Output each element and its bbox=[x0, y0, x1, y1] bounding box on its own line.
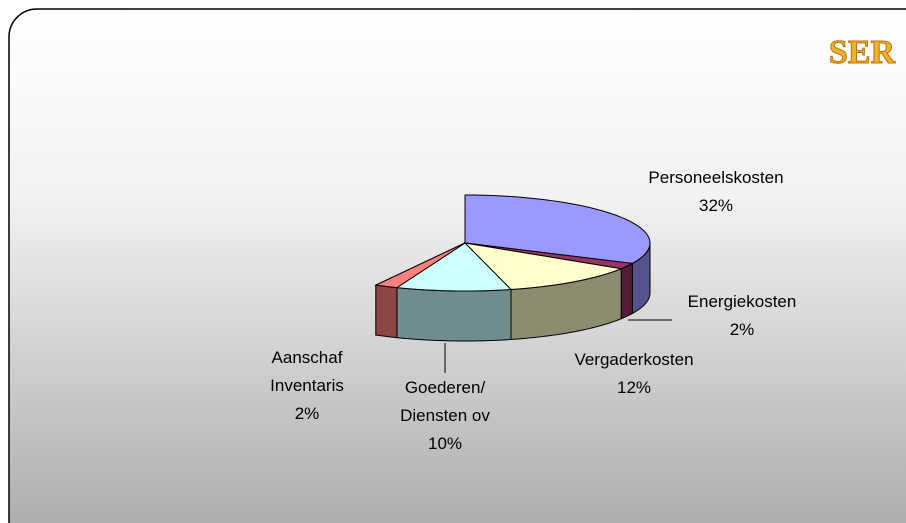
slice-label: Diensten ov bbox=[400, 406, 490, 425]
pie-slice bbox=[464, 194, 651, 264]
slice-label: Personeelskosten bbox=[648, 168, 783, 187]
slice-label: Energiekosten bbox=[688, 292, 797, 311]
slice-value-label: 2% bbox=[730, 320, 755, 339]
slice-value-label: 10% bbox=[428, 434, 462, 453]
pie-slice bbox=[463, 242, 624, 291]
slice-label: Aanschaf bbox=[272, 348, 343, 367]
pie-slice-side bbox=[375, 284, 398, 339]
pie-slice bbox=[395, 242, 513, 292]
pie-slice-side bbox=[620, 262, 633, 320]
logo: SER bbox=[829, 34, 896, 71]
slice-label: Goederen/ bbox=[405, 378, 486, 397]
pie-slice bbox=[374, 242, 466, 289]
slice-label: Vergaderkosten bbox=[574, 350, 693, 369]
slice-value-label: 32% bbox=[699, 196, 733, 215]
pie-slice-side bbox=[396, 287, 512, 342]
pie bbox=[374, 194, 651, 342]
slice-label: Inventaris bbox=[270, 376, 344, 395]
slice-value-label: 12% bbox=[617, 378, 651, 397]
slice-value-label: 2% bbox=[295, 404, 320, 423]
